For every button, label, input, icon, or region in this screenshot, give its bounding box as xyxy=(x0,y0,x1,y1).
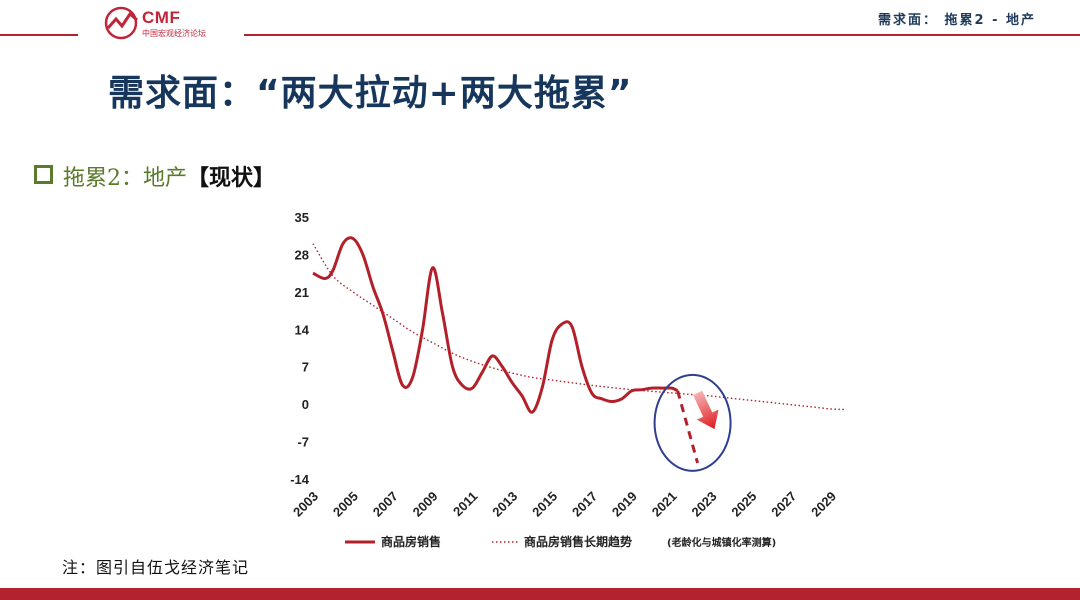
header-rule-right xyxy=(244,34,1080,36)
footer-bar xyxy=(0,588,1080,600)
subtitle-topic: 拖累2：地产 xyxy=(63,166,187,191)
y-tick-label: 14 xyxy=(295,322,310,337)
trend-line xyxy=(312,243,846,411)
section-label: 需求面： 拖累2 - 地产 xyxy=(877,13,1036,28)
y-tick-label: 28 xyxy=(295,247,309,262)
y-tick-label: 35 xyxy=(295,210,309,225)
sales-line xyxy=(312,236,679,414)
x-tick-label: 2023 xyxy=(689,489,720,520)
legend-sales-label: 商品房销售 xyxy=(381,534,441,549)
highlight-circle xyxy=(653,373,732,472)
chart-legend: 商品房销售 商品房销售长期趋势 (老龄化与城镇化率测算) xyxy=(345,534,776,549)
y-tick-label: 0 xyxy=(302,397,309,412)
section-subtitle: 拖累2：地产【现状】 xyxy=(34,160,275,192)
logo-subtext: 中国宏观经济论坛 xyxy=(142,29,206,38)
y-tick-label: -14 xyxy=(290,472,310,487)
x-tick-label: 2013 xyxy=(489,489,520,520)
series-layer xyxy=(312,236,846,464)
x-tick-label: 2015 xyxy=(529,489,560,520)
header-rule-left xyxy=(0,34,78,36)
annotation-layer xyxy=(653,373,732,472)
bullet-square-icon xyxy=(34,165,53,184)
x-tick-label: 2007 xyxy=(370,489,401,520)
logo-mark-icon xyxy=(104,6,138,40)
x-tick-label: 2005 xyxy=(330,489,361,520)
x-tick-label: 2009 xyxy=(410,489,441,520)
subtitle-status: 【现状】 xyxy=(187,165,276,191)
y-tick-label: 21 xyxy=(295,285,309,300)
y-tick-label: 7 xyxy=(302,360,309,375)
y-axis-ticks: 35 28 21 14 7 0 -7 -14 xyxy=(290,210,310,487)
x-axis-ticks: 2003 2005 2007 2009 2011 2013 2015 2017 2019 2021… xyxy=(290,489,839,520)
down-arrow-icon xyxy=(693,390,719,430)
x-tick-label: 2017 xyxy=(569,489,600,520)
y-tick-label: -7 xyxy=(297,435,309,450)
page-title: 需求面：“两大拉动+两大拖累” xyxy=(108,73,633,114)
legend-trend-label: 商品房销售长期趋势 xyxy=(524,534,632,549)
legend-trend-note: (老龄化与城镇化率测算) xyxy=(667,536,776,549)
projection-line xyxy=(676,390,699,464)
x-tick-label: 2011 xyxy=(450,489,481,520)
cmf-logo: CMF 中国宏观经济论坛 xyxy=(104,6,244,40)
x-tick-label: 2003 xyxy=(290,489,321,520)
x-tick-label: 2019 xyxy=(609,489,640,520)
x-tick-label: 2029 xyxy=(808,489,839,520)
x-tick-label: 2025 xyxy=(728,489,759,520)
x-tick-label: 2027 xyxy=(768,489,799,520)
x-tick-label: 2021 xyxy=(649,489,680,520)
logo-text: CMF xyxy=(142,8,181,27)
footnote: 注：图引自伍戈经济笔记 xyxy=(62,558,250,577)
